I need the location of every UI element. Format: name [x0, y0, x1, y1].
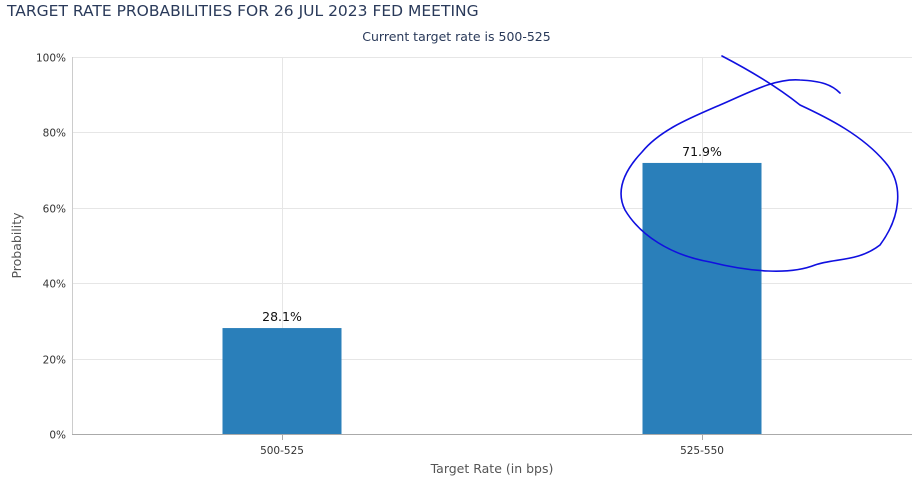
- data-labels: 28.1% 71.9%: [262, 144, 722, 324]
- chart-title: TARGET RATE PROBABILITIES FOR 26 JUL 202…: [7, 2, 479, 20]
- data-label-500-525: 28.1%: [262, 309, 302, 324]
- x-axis-title: Target Rate (in bps): [430, 461, 554, 476]
- bar-525-550: [642, 162, 762, 434]
- y-tick-label: 80%: [43, 128, 66, 140]
- tick-labels: 0% 20% 40% 60% 80% 100% 500-525 525-550: [36, 53, 724, 458]
- hand-drawn-circle-annotation: [620, 55, 899, 272]
- data-label-525-550: 71.9%: [682, 144, 722, 159]
- y-axis-title: Probability: [9, 212, 24, 279]
- axes: [72, 57, 912, 440]
- y-tick-label: 40%: [43, 279, 66, 291]
- bars: [222, 162, 762, 434]
- y-tick-label: 100%: [36, 53, 66, 65]
- y-tick-label: 20%: [43, 355, 66, 367]
- chart-subtitle: Current target rate is 500-525: [362, 29, 551, 44]
- gridlines: [72, 57, 912, 434]
- y-tick-label: 60%: [43, 204, 66, 216]
- bar-500-525: [222, 328, 342, 434]
- x-tick-label: 525-550: [680, 445, 724, 457]
- x-tick-label: 500-525: [260, 445, 304, 457]
- y-tick-label: 0%: [49, 430, 66, 442]
